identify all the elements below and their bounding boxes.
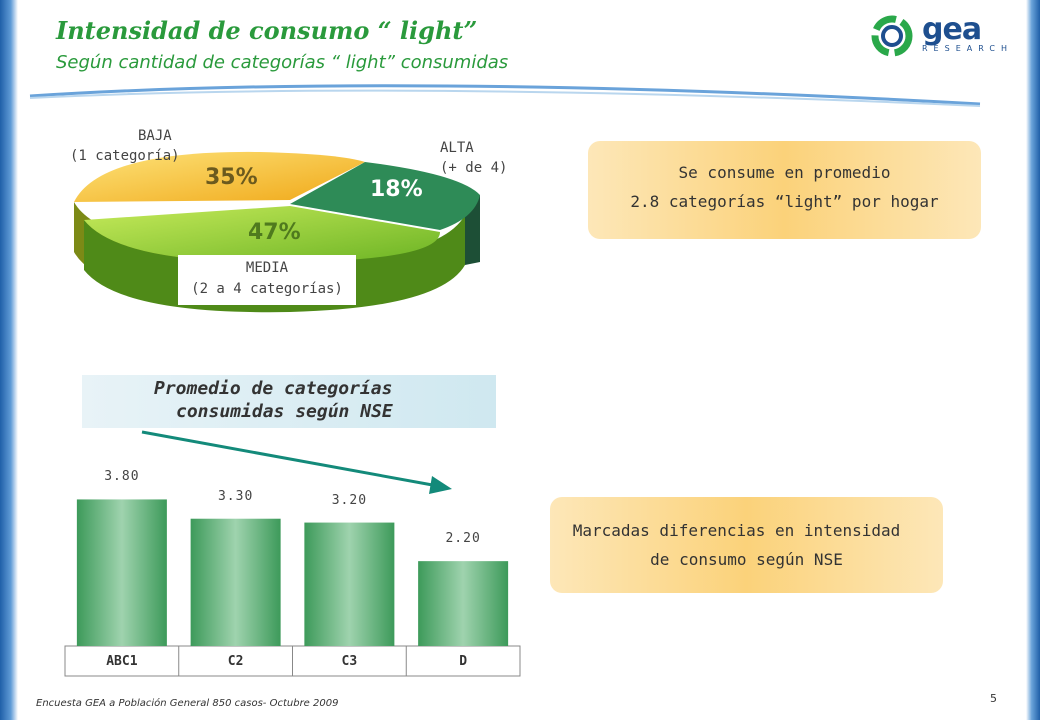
pie-label-media-name: MEDIA <box>245 260 289 276</box>
bar-category-label: C2 <box>227 654 244 669</box>
page-title: Intensidad de consumo “ light” <box>56 16 478 45</box>
bar-c3 <box>304 522 395 646</box>
bar-value-label: 2.20 <box>445 531 481 547</box>
page-subtitle: Según cantidad de categorías “ light” co… <box>56 52 509 73</box>
bar-category-label: C3 <box>341 654 358 669</box>
logo-word: gea <box>922 12 982 47</box>
gea-logo-icon <box>871 15 913 57</box>
pie-label-alta-desc: (+ de 4) <box>440 160 508 176</box>
nse-chart-title-line2: consumidas según NSE <box>176 401 393 422</box>
nse-chart-title-box: Promedio de categorías consumidas según … <box>82 375 496 428</box>
footer-source: Encuesta GEA a Población General 850 cas… <box>36 698 339 709</box>
pie-slice-media <box>84 206 440 263</box>
pie-label-baja-desc: (1 categoría) <box>70 148 180 164</box>
callout-average-line1: Se consume en promedio <box>678 163 891 182</box>
pie-slice-baja <box>74 151 365 202</box>
page-number: 5 <box>990 692 997 705</box>
trend-arrow-line <box>141 430 439 488</box>
trend-arrow-head-icon <box>429 476 452 494</box>
pie-label-alta-name: ALTA <box>440 140 474 156</box>
pie-pct-alta: 18% <box>370 177 423 202</box>
pie-chart <box>74 151 480 313</box>
bar-d <box>418 561 509 646</box>
pie-label-media-desc: (2 a 4 categorías) <box>191 281 343 297</box>
bar-abc1 <box>76 499 167 646</box>
bar-category-label: ABC1 <box>106 654 138 669</box>
bar-chart <box>64 430 521 677</box>
bar-value-label: 3.20 <box>331 492 368 508</box>
right-border-decoration <box>1026 0 1040 720</box>
pie-slice-alta <box>290 162 480 230</box>
pie-label-media-box <box>178 255 356 305</box>
bar-value-label: 3.80 <box>104 469 140 485</box>
pie-pct-baja: 35% <box>205 165 258 190</box>
bar-value-label: 3.30 <box>217 488 254 504</box>
pie-label-baja-name: BAJA <box>138 128 172 144</box>
callout-differences: Marcadas diferencias en intensidad de co… <box>550 497 943 593</box>
callout-differences-line1: Marcadas diferencias en intensidad <box>572 521 901 540</box>
nse-chart-title-line1: Promedio de categorías <box>154 378 393 399</box>
left-border-decoration <box>0 0 18 720</box>
logo-subtext: RESEARCH <box>922 44 1013 53</box>
callout-differences-line2: de consumo según NSE <box>650 550 843 569</box>
callout-average: Se consume en promedio 2.8 categorías “l… <box>588 141 981 239</box>
bar-category-label: D <box>459 654 468 669</box>
pie-pct-media: 47% <box>248 220 301 245</box>
bar-c2 <box>190 518 281 646</box>
callout-average-line2: 2.8 categorías “light” por hogar <box>630 192 939 211</box>
header-swoosh <box>29 84 981 107</box>
